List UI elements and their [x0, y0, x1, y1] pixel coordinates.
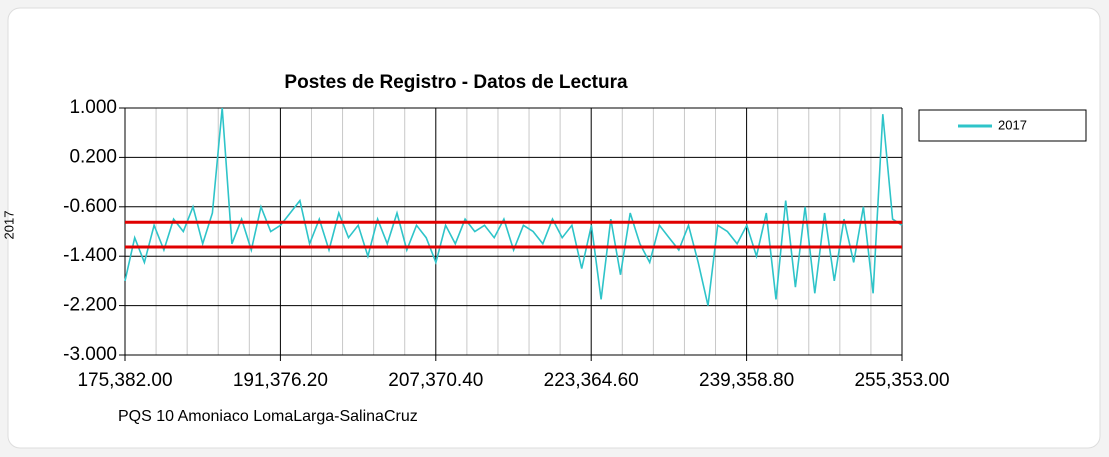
y-tick-label: 1.000: [69, 97, 117, 118]
y-axis-title: 2017: [1, 211, 16, 240]
x-tick-label: 239,358.80: [699, 370, 794, 391]
x-tick-label: 191,376.20: [233, 370, 328, 391]
plot-area: [125, 108, 902, 355]
x-axis-title: PQS 10 Amoniaco LomaLarga-SalinaCruz: [118, 408, 418, 425]
y-tick-label: -1.400: [63, 245, 117, 266]
data-line: [124, 107, 903, 306]
chart-title: Postes de Registro - Datos de Lectura: [284, 72, 628, 93]
x-tick-label: 175,382.00: [77, 370, 172, 391]
x-tick-label: 207,370.40: [388, 370, 483, 391]
y-tick-label: -2.200: [63, 295, 117, 316]
x-tick-label: 255,353.00: [854, 370, 949, 391]
legend-label: 2017: [998, 117, 1027, 132]
x-tick-label: 223,364.60: [544, 370, 639, 391]
legend: [918, 109, 1087, 142]
y-tick-label: -3.000: [63, 344, 117, 365]
y-tick-label: -0.600: [63, 196, 117, 217]
y-tick-label: 0.200: [69, 146, 117, 167]
